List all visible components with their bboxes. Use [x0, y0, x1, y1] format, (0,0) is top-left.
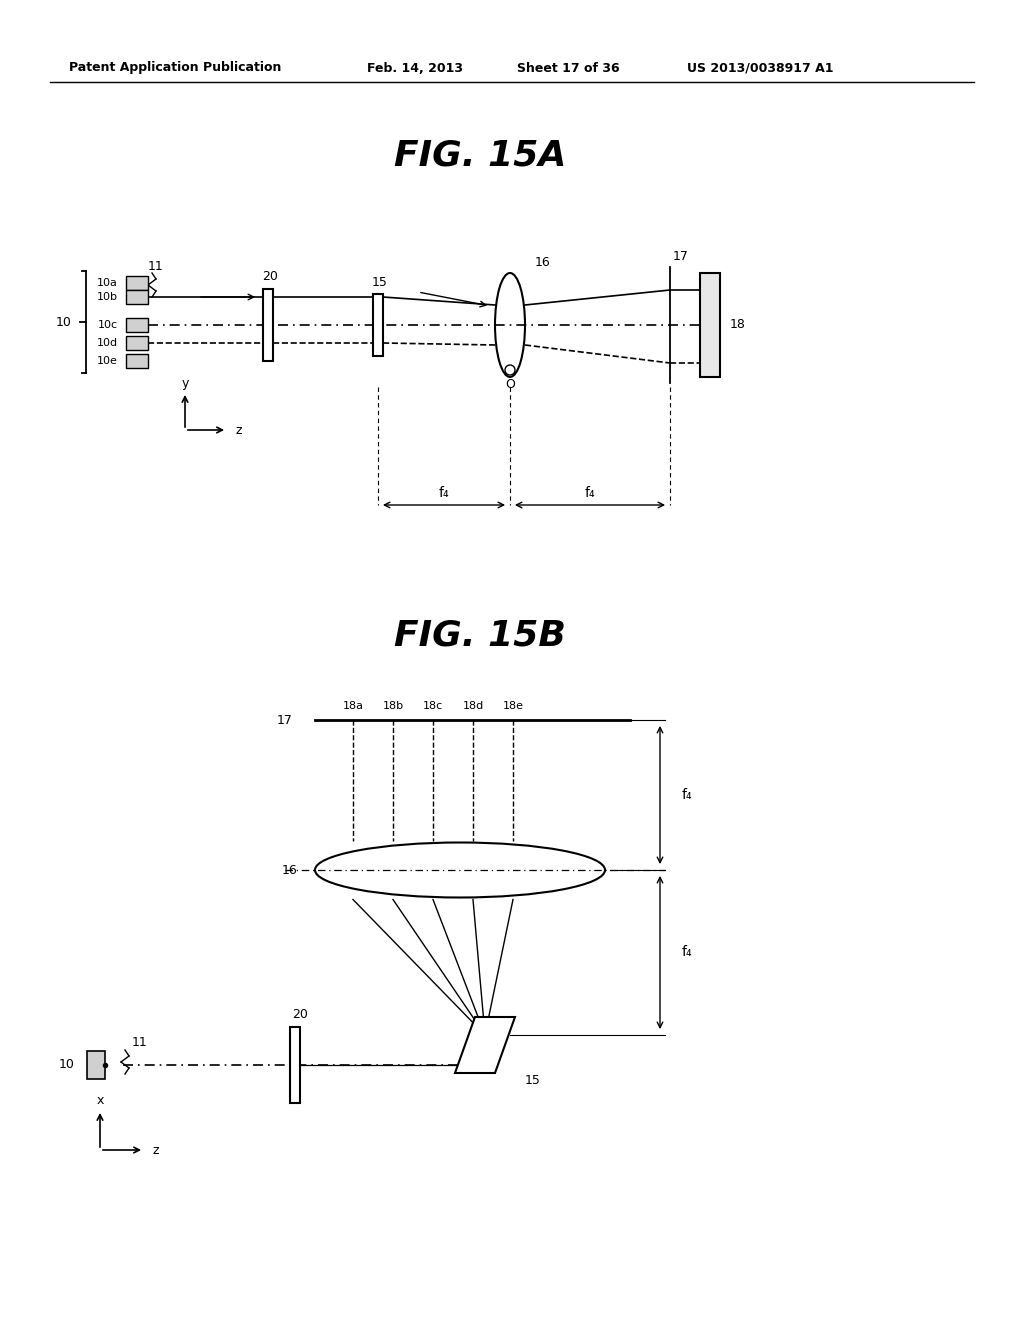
Text: 10e: 10e — [97, 356, 118, 366]
Text: 18a: 18a — [342, 701, 364, 711]
Text: 18d: 18d — [463, 701, 483, 711]
Text: 16: 16 — [282, 863, 297, 876]
Text: f₄: f₄ — [438, 486, 450, 500]
Text: 18: 18 — [730, 318, 745, 331]
Text: 17: 17 — [673, 251, 689, 264]
Text: 18b: 18b — [382, 701, 403, 711]
Text: FIG. 15A: FIG. 15A — [394, 139, 566, 172]
Bar — [263, 289, 273, 360]
Bar — [700, 273, 720, 378]
Text: 18e: 18e — [503, 701, 523, 711]
Text: x: x — [96, 1093, 103, 1106]
Text: 10b: 10b — [97, 292, 118, 302]
Text: z: z — [153, 1143, 160, 1156]
Text: f₄: f₄ — [682, 945, 692, 960]
Text: z: z — [236, 424, 243, 437]
Bar — [126, 318, 148, 333]
Bar — [126, 290, 148, 304]
Text: 15: 15 — [525, 1073, 541, 1086]
Bar — [373, 294, 383, 356]
Text: 15: 15 — [372, 276, 388, 289]
Text: 18c: 18c — [423, 701, 443, 711]
Text: 16: 16 — [535, 256, 551, 269]
Text: 20: 20 — [292, 1008, 308, 1022]
Bar — [290, 1027, 300, 1104]
Bar — [87, 1051, 105, 1078]
Text: O: O — [505, 379, 515, 392]
Text: 20: 20 — [262, 271, 278, 284]
Text: 10a: 10a — [97, 279, 118, 288]
Bar — [126, 354, 148, 368]
Text: f₄: f₄ — [585, 486, 595, 500]
Bar — [126, 337, 148, 350]
Text: 10c: 10c — [98, 319, 118, 330]
Text: Sheet 17 of 36: Sheet 17 of 36 — [517, 62, 620, 74]
Text: US 2013/0038917 A1: US 2013/0038917 A1 — [687, 62, 834, 74]
Text: 10d: 10d — [97, 338, 118, 348]
Bar — [126, 276, 148, 290]
Polygon shape — [455, 1016, 515, 1073]
Text: Feb. 14, 2013: Feb. 14, 2013 — [367, 62, 463, 74]
Text: 17: 17 — [278, 714, 293, 726]
Text: FIG. 15B: FIG. 15B — [394, 618, 566, 652]
Text: y: y — [181, 378, 188, 391]
Text: 11: 11 — [148, 260, 164, 273]
Text: 10: 10 — [56, 315, 72, 329]
Text: 11: 11 — [132, 1036, 147, 1049]
Text: f₄: f₄ — [682, 788, 692, 803]
Text: 10: 10 — [59, 1059, 75, 1072]
Text: Patent Application Publication: Patent Application Publication — [69, 62, 282, 74]
